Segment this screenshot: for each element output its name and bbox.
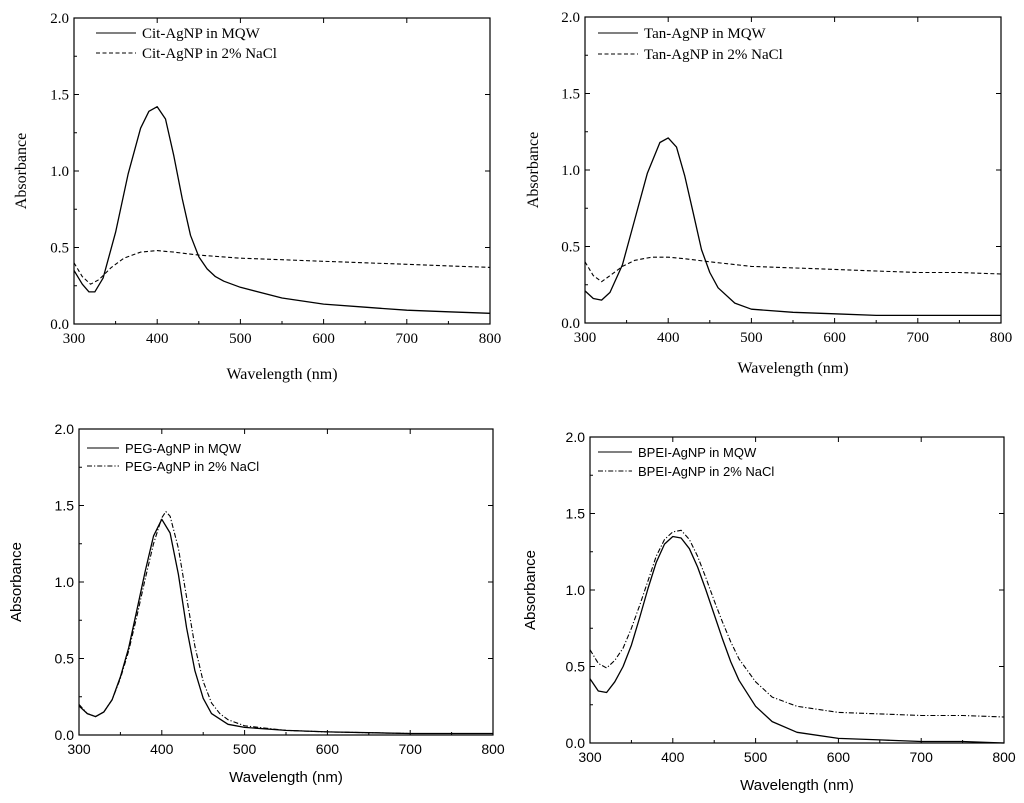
x-tick-label: 300 xyxy=(574,330,597,346)
y-tick-label: 1.5 xyxy=(566,506,586,522)
y-axis-title: Absorbance xyxy=(525,132,542,208)
chart-panel-bottom-left: 300 400 500 600 700 800 0.0 0.5 1.0 1.5 2.0 Wavelen… xyxy=(8,421,505,786)
y-tick-label: 2.0 xyxy=(55,421,75,437)
legend-label-1: Tan-AgNP in MQW xyxy=(644,26,767,42)
x-axis-title: Wavelength (nm) xyxy=(226,366,337,383)
chart-panel-bottom-right: 300 400 500 600 700 800 0.0 0.5 1.0 1.5 2.0 Wavelen… xyxy=(522,429,1016,794)
y-tick-label: 2.0 xyxy=(50,11,69,27)
legend-label-2: Cit-AgNP in 2% NaCl xyxy=(142,46,277,62)
x-tick-label: 800 xyxy=(479,331,502,347)
x-tick-label: 600 xyxy=(823,330,846,346)
y-axis-title: Absorbance xyxy=(13,133,30,209)
y-tick-label: 0.0 xyxy=(566,735,586,751)
legend-label-2: BPEI-AgNP in 2% NaCl xyxy=(638,464,774,479)
x-axis-title: Wavelength (nm) xyxy=(740,777,854,794)
x-tick-label: 400 xyxy=(657,330,680,346)
series-line-1 xyxy=(73,106,491,314)
y-tick-label: 0.0 xyxy=(55,727,75,743)
y-tick-label: 2.0 xyxy=(561,10,580,26)
y-tick-label: 1.5 xyxy=(55,498,75,514)
chart-panel-top-left: 300 400 500 600 700 800 0.0 0.5 1.0 1.5 2.0 Wavelen… xyxy=(13,11,501,383)
x-tick-label: 800 xyxy=(481,741,505,757)
x-axis-title: Wavelength (nm) xyxy=(229,769,343,786)
x-tick-label: 500 xyxy=(233,741,257,757)
y-axis-title: Absorbance xyxy=(8,542,25,622)
x-tick-label: 800 xyxy=(992,749,1016,765)
y-tick-label: 1.0 xyxy=(55,574,75,590)
series-line-1 xyxy=(589,535,1005,744)
y-tick-label: 0.5 xyxy=(55,651,75,667)
y-axis-title: Absorbance xyxy=(522,550,539,630)
x-tick-label: 500 xyxy=(740,330,763,346)
y-tick-label: 1.0 xyxy=(566,582,586,598)
y-tick-label: 1.0 xyxy=(561,163,580,179)
series-line-1 xyxy=(78,518,493,735)
x-tick-label: 600 xyxy=(312,331,335,347)
x-tick-label: 700 xyxy=(907,330,930,346)
x-tick-label: 400 xyxy=(150,741,174,757)
x-tick-label: 700 xyxy=(396,331,419,347)
x-tick-label: 500 xyxy=(744,749,768,765)
x-tick-label: 500 xyxy=(229,331,252,347)
plot-area-frame xyxy=(589,436,1005,744)
y-tick-label: 1.0 xyxy=(50,164,69,180)
y-tick-label: 1.5 xyxy=(50,88,69,104)
x-tick-label: 300 xyxy=(67,741,91,757)
y-tick-label: 0.5 xyxy=(50,241,69,257)
x-tick-label: 600 xyxy=(316,741,340,757)
x-axis-title: Wavelength (nm) xyxy=(737,360,848,377)
plot-area-frame xyxy=(73,17,491,325)
legend-label-1: PEG-AgNP in MQW xyxy=(125,441,242,456)
series-line-2 xyxy=(584,256,1002,283)
x-tick-label: 400 xyxy=(661,749,685,765)
y-tick-label: 0.0 xyxy=(561,316,580,332)
legend-label-1: BPEI-AgNP in MQW xyxy=(638,445,757,460)
x-tick-label: 600 xyxy=(827,749,851,765)
x-tick-label: 300 xyxy=(63,331,86,347)
y-tick-label: 2.0 xyxy=(566,429,586,445)
x-tick-label: 800 xyxy=(990,330,1013,346)
legend-label-1: Cit-AgNP in MQW xyxy=(142,26,261,42)
series-line-2 xyxy=(78,511,493,735)
y-tick-label: 0.0 xyxy=(50,317,69,333)
chart-panel-top-right: 300 400 500 600 700 800 0.0 0.5 1.0 1.5 2.0 Wavelen… xyxy=(525,10,1012,377)
x-tick-label: 700 xyxy=(910,749,934,765)
legend-label-2: PEG-AgNP in 2% NaCl xyxy=(125,459,259,474)
y-tick-label: 0.5 xyxy=(566,659,586,675)
legend-label-2: Tan-AgNP in 2% NaCl xyxy=(644,47,783,63)
y-tick-label: 0.5 xyxy=(561,240,580,256)
series-line-2 xyxy=(589,529,1005,718)
series-line-2 xyxy=(73,250,491,285)
plot-area-frame xyxy=(78,428,494,736)
x-tick-label: 400 xyxy=(146,331,169,347)
series-line-1 xyxy=(584,137,1001,317)
x-tick-label: 300 xyxy=(578,749,602,765)
y-tick-label: 1.5 xyxy=(561,87,580,103)
x-tick-label: 700 xyxy=(399,741,423,757)
